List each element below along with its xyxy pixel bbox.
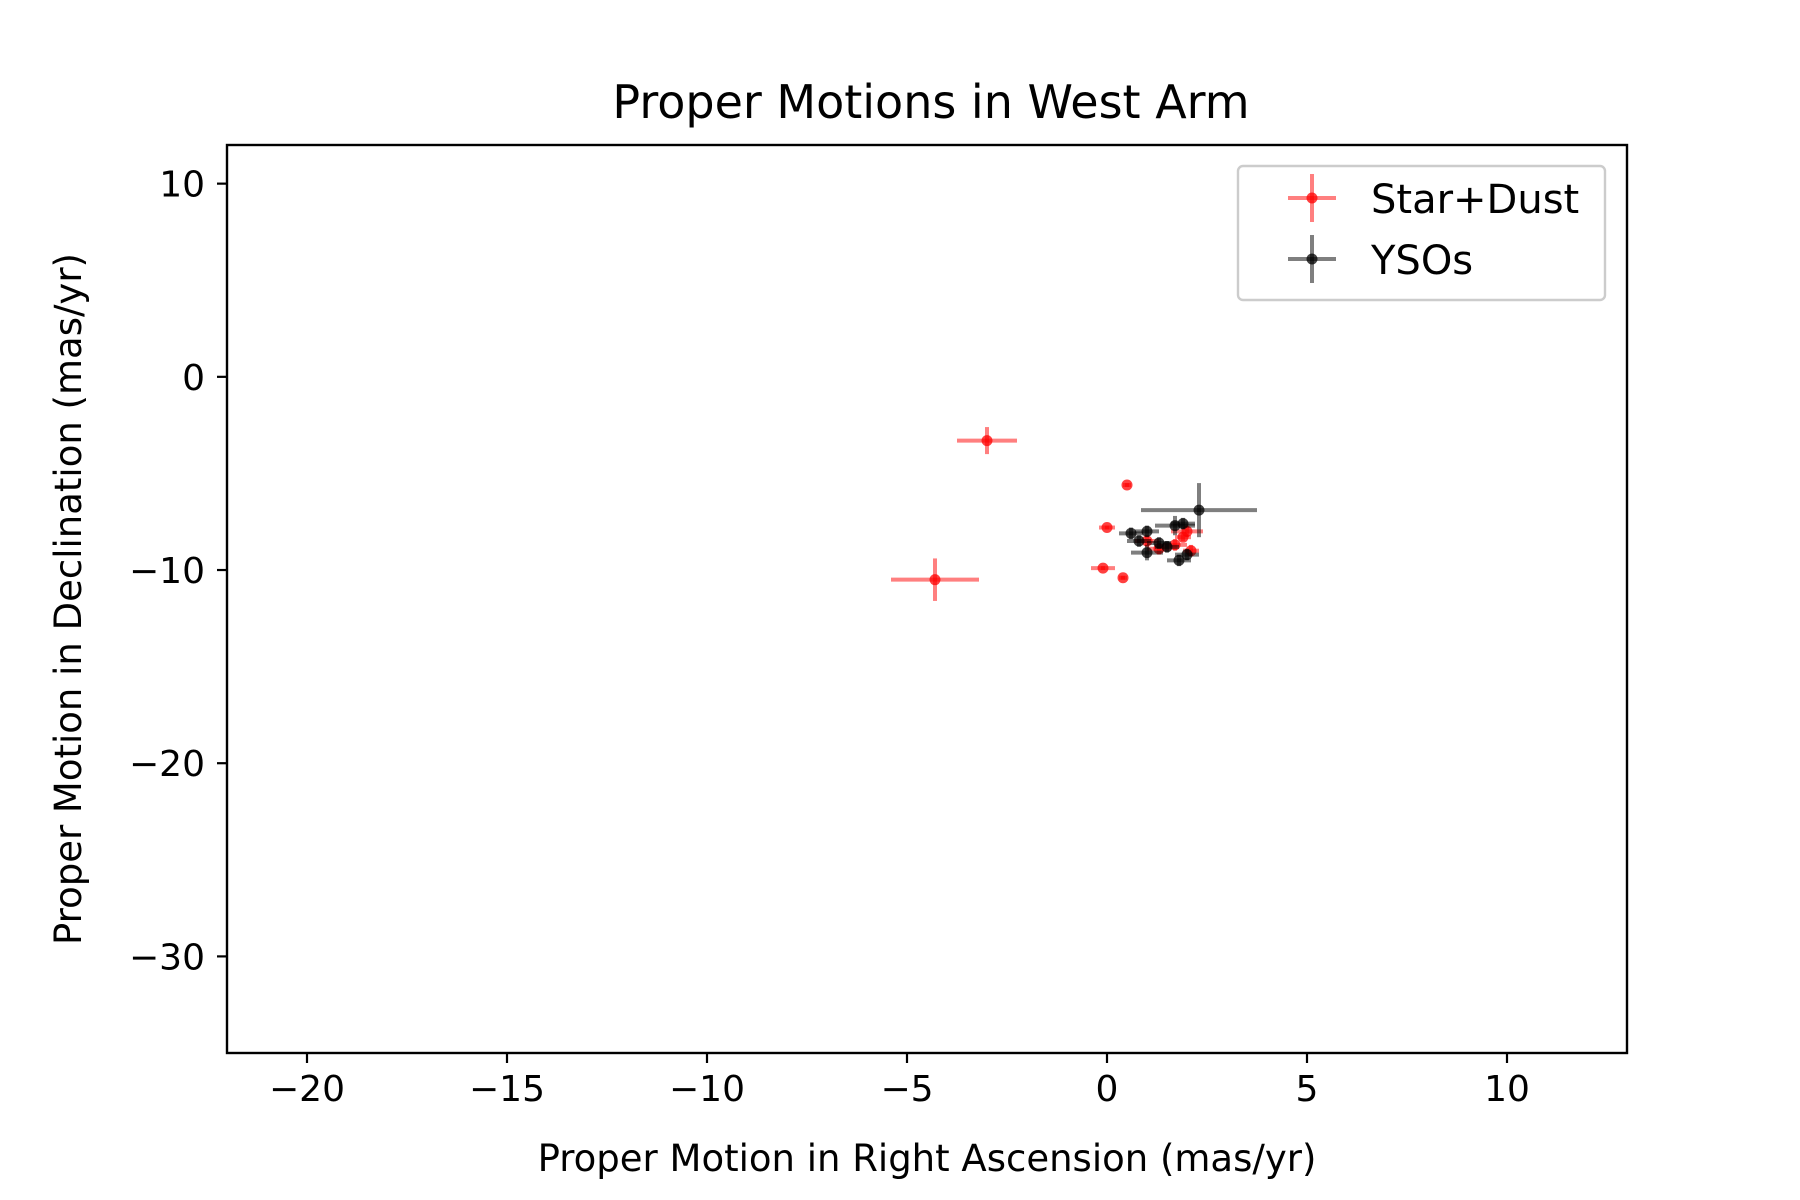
star-dust-data-point bbox=[957, 427, 1017, 455]
x-tick-label: −15 bbox=[469, 1069, 545, 1110]
y-axis: 10 0 −10 −20 −30 bbox=[129, 165, 227, 978]
ysos-data-point bbox=[1131, 544, 1163, 561]
ysos-data-point bbox=[1175, 548, 1199, 561]
marker bbox=[1177, 531, 1189, 543]
legend-marker-ysos bbox=[1288, 235, 1336, 283]
plot-area bbox=[891, 427, 1257, 601]
star-dust-data-point bbox=[1175, 531, 1191, 543]
marker bbox=[1181, 549, 1193, 561]
marker bbox=[1121, 479, 1133, 491]
marker bbox=[1161, 541, 1173, 553]
star-dust-data-point bbox=[1091, 562, 1115, 574]
marker bbox=[1141, 525, 1153, 537]
ysos-data-point bbox=[1141, 483, 1257, 538]
x-tick-label: −5 bbox=[880, 1069, 933, 1110]
star-dust-data-point bbox=[1099, 522, 1115, 534]
marker bbox=[1101, 522, 1113, 534]
y-axis-label: Proper Motion in Declination (mas/yr) bbox=[47, 253, 90, 945]
legend-label-star-dust: Star+Dust bbox=[1371, 177, 1579, 223]
marker bbox=[1117, 572, 1129, 584]
y-tick-label: −20 bbox=[129, 744, 205, 785]
marker bbox=[1125, 527, 1137, 539]
ysos-data-point bbox=[1171, 517, 1195, 530]
y-tick-label: −30 bbox=[129, 937, 205, 978]
chart-title: Proper Motions in West Arm bbox=[612, 75, 1249, 129]
star-dust-data-point bbox=[891, 558, 979, 601]
x-tick-label: 5 bbox=[1296, 1069, 1319, 1110]
marker bbox=[1177, 518, 1189, 530]
star-dust-data-point bbox=[1121, 479, 1133, 491]
y-tick-label: 0 bbox=[182, 358, 205, 399]
marker bbox=[1193, 504, 1205, 516]
x-tick-label: −10 bbox=[669, 1069, 745, 1110]
x-axis: −20 −15 −10 −5 0 5 10 bbox=[269, 1053, 1530, 1110]
marker bbox=[1133, 535, 1145, 547]
ysos-data-point bbox=[1155, 541, 1179, 553]
y-tick-label: −10 bbox=[129, 551, 205, 592]
marker bbox=[981, 435, 993, 447]
legend-label-ysos: YSOs bbox=[1370, 238, 1473, 284]
x-tick-label: 10 bbox=[1484, 1069, 1530, 1110]
marker bbox=[1141, 547, 1153, 559]
x-tick-label: −20 bbox=[269, 1069, 345, 1110]
marker bbox=[1173, 554, 1185, 566]
ysos-data-point bbox=[1135, 525, 1159, 538]
y-tick-label: 10 bbox=[159, 165, 205, 206]
x-tick-label: 0 bbox=[1096, 1069, 1119, 1110]
plot-frame bbox=[225, 143, 1629, 1055]
marker bbox=[1097, 562, 1109, 574]
marker bbox=[929, 574, 941, 586]
legend: Star+Dust YSOs bbox=[1236, 164, 1607, 302]
star-dust-data-point bbox=[1117, 572, 1129, 584]
legend-marker-star-dust bbox=[1288, 174, 1336, 222]
x-axis-label: Proper Motion in Right Ascension (mas/yr… bbox=[538, 1137, 1317, 1180]
